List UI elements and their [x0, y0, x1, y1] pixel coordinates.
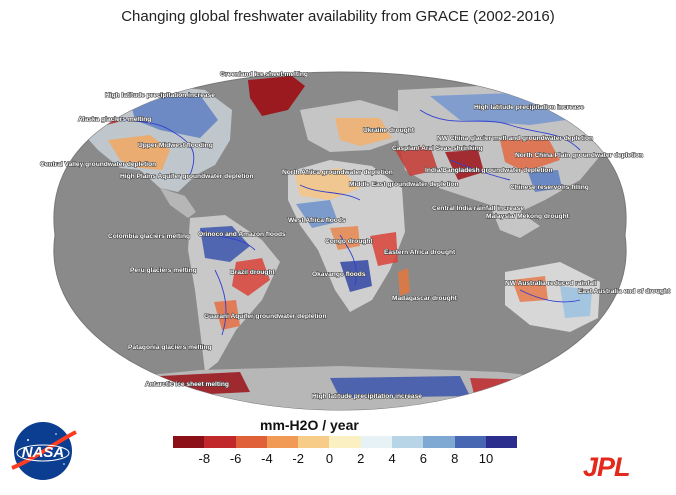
map-annotations: Greenland ice sheet melting High latitud…: [39, 70, 671, 400]
legend-title: mm-H2O / year: [260, 417, 359, 433]
legend-tick-label: 0: [325, 451, 334, 466]
legend-swatch: [423, 436, 455, 448]
annotation: Colombia glaciers melting: [108, 233, 190, 240]
annotation: Caspian/ Aral Seas shrinking: [392, 145, 483, 152]
anomaly-west-africa: [296, 200, 338, 228]
annotation: High latitude precipitation increase: [312, 393, 422, 400]
annotation: Malaysia/ Mekong drought: [486, 213, 570, 220]
annotation: High latitude precipitation increase: [474, 104, 584, 111]
annotation: NW China glacier melt and groundwater de…: [437, 135, 593, 142]
anomaly-antarctica-peninsula: [470, 378, 545, 398]
legend-ticks: -8 -6 -4 -2 0 2 4 6 8 10: [0, 451, 676, 471]
anomaly-china-reservoirs: [528, 170, 562, 192]
anomaly-east-australia: [560, 286, 592, 318]
legend-tick-label: 4: [388, 451, 396, 466]
annotation: Patagonia glaciers melting: [128, 344, 212, 351]
annotation: Central India rainfall increase: [432, 205, 524, 212]
annotation: Eastern Africa drought: [384, 249, 456, 256]
legend-tick-label: -4: [261, 451, 273, 466]
anomaly-europe: [335, 118, 392, 146]
annotation: High latitude precipitation increase: [105, 92, 215, 99]
anomaly-canada: [130, 95, 218, 138]
annotation: High Plains Aquifer groundwater depletio…: [120, 173, 253, 180]
anomaly-congo: [330, 226, 360, 250]
anomaly-guarani: [214, 300, 240, 330]
legend-tick-label: 6: [419, 451, 428, 466]
legend-swatch: [329, 436, 361, 448]
legend-tick-label: 8: [451, 451, 459, 466]
anomaly-india: [445, 150, 484, 180]
river-basins: [109, 109, 581, 336]
legend-tick-label: -6: [229, 451, 242, 466]
annotation: Greenland ice sheet melting: [220, 71, 308, 78]
legend-tick-label: -2: [292, 451, 304, 466]
annotation: Congo drought: [325, 238, 373, 245]
land-greenland: [248, 76, 305, 116]
anomaly-nw-australia: [512, 276, 548, 302]
annotation: Peru glaciers melting: [130, 267, 197, 274]
legend-swatch: [360, 436, 393, 448]
legend-swatch: [485, 436, 518, 448]
land-madagascar: [398, 268, 410, 296]
annotation: NW Australia reduced rainfall: [505, 280, 597, 287]
legend-tick-label: -8: [198, 451, 211, 466]
annotation: Chinese reservoirs filling: [510, 184, 589, 191]
anomaly-east-africa: [370, 232, 398, 266]
legend-tick-label: 10: [478, 451, 494, 466]
jpl-logo: JPL: [583, 452, 631, 482]
land-central-america: [160, 188, 196, 218]
annotation: West Africa floods: [288, 217, 346, 224]
anomaly-brazil: [232, 258, 270, 296]
anomaly-middle-east: [395, 146, 438, 176]
anomaly-antarctica-east: [330, 376, 470, 398]
annotation: Alaska glaciers melting: [78, 116, 151, 123]
anomaly-china: [500, 138, 560, 172]
annotation: Antarctic ice sheet melting: [145, 381, 229, 388]
annotation: Central Valley groundwater depletion: [40, 161, 156, 168]
annotation: North Africa groundwater depletion: [282, 169, 393, 176]
legend-color-bar: [173, 436, 518, 448]
annotation: North China Plain groundwater depletion: [515, 152, 643, 159]
anomaly-north-africa: [295, 168, 360, 200]
anomaly-amazon: [200, 226, 250, 262]
legend-swatch: [173, 436, 205, 448]
anomaly-north-america: [108, 135, 170, 170]
annotation: East Australia end of drought: [578, 288, 671, 295]
nasa-logo: NASA: [11, 422, 77, 480]
legend-swatch: [392, 436, 424, 448]
legend-swatch: [235, 436, 267, 448]
annotation: Ukraine drought: [363, 127, 415, 134]
annotation: Orinoco and Amazon floods: [198, 231, 286, 238]
annotation: Upper Midwest flooding: [138, 142, 213, 149]
annotation: Okavango floods: [312, 271, 366, 278]
legend-swatch: [298, 436, 330, 448]
page-title: Changing global freshwater availability …: [121, 8, 555, 25]
annotation: Middle East groundwater depletion: [349, 181, 459, 188]
legend-swatch: [266, 436, 299, 448]
legend-swatch: [204, 436, 236, 448]
svg-text:NASA: NASA: [22, 444, 65, 461]
land-southeast-asia: [490, 205, 540, 238]
legend-swatch: [454, 436, 486, 448]
annotation: Guarani Aquifer groundwater depletion: [204, 313, 326, 320]
annotation: Brazil drought: [230, 269, 275, 276]
legend-tick-label: 2: [357, 451, 365, 466]
annotation: India/Bangladesh groundwater depletion: [425, 167, 553, 174]
annotation: Madagascar drought: [392, 295, 458, 302]
